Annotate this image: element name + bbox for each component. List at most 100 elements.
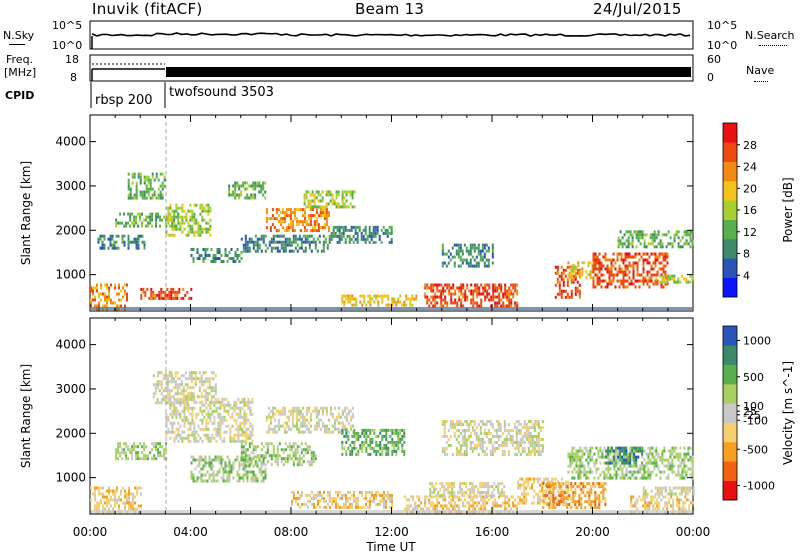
freq-unit-label: [MHz] <box>4 66 37 79</box>
nsearch-legend-line <box>759 45 787 46</box>
colorbar-segment <box>723 345 737 365</box>
colorbar-segment <box>723 326 737 346</box>
colorbar-tick-label: 24 <box>743 161 757 174</box>
colorbar-tick-label: -1000 <box>743 480 775 493</box>
cpid-program-1: rbsp 200 <box>95 93 153 108</box>
colorbar-segment <box>723 219 737 240</box>
freq-trace-twofsound <box>166 67 691 77</box>
data-patch-11 <box>328 225 393 244</box>
noise-trace <box>91 32 691 37</box>
noise-top-tick: 10^5 <box>52 19 82 32</box>
colorbar-segment <box>723 403 737 423</box>
nsky-label: N.Sky <box>3 29 35 42</box>
time-tick-label: 04:00 <box>173 525 208 539</box>
noise-panel: 10^5 10^0 10^5 10^0 <box>52 19 737 52</box>
colorbar-segment <box>723 200 737 220</box>
time-axis-label: Time UT <box>365 540 416 554</box>
y-axis-label: Slant Range [km] <box>19 161 33 265</box>
data-patch-7 <box>291 490 393 509</box>
y-tick-label: 4000 <box>55 338 86 352</box>
colorbar-segment <box>723 442 737 462</box>
y-tick-label: 3000 <box>55 382 86 396</box>
colorbar-segment <box>723 161 737 182</box>
colorbar-segment <box>723 181 737 201</box>
data-patch-5 <box>240 442 317 467</box>
time-tick-label: 00:00 <box>73 525 108 539</box>
nave-legend-line <box>754 81 768 82</box>
data-patch-10 <box>303 190 356 209</box>
colorbar-tick-label: 1000 <box>743 335 771 348</box>
date-label: 24/Jul/2015 <box>593 0 682 18</box>
colorbar-tick-label: -100 <box>743 414 768 427</box>
y-tick-label: 1000 <box>55 471 86 485</box>
data-patch-2 <box>152 371 217 405</box>
station-title: Inuvik (fitACF) <box>92 0 203 18</box>
velocity-panel: 1000 2000 3000 4000 Slant Range [km] <box>19 317 695 515</box>
data-patch-0 <box>90 486 142 514</box>
colorbar-tick-label: 500 <box>743 371 764 384</box>
data-patch-3 <box>127 172 166 200</box>
time-tick-label: 12:00 <box>374 525 409 539</box>
noise-bottom-tick-right: 10^0 <box>707 39 737 52</box>
colorbar-segment <box>723 258 737 278</box>
y-tick-label: 4000 <box>55 135 86 149</box>
freq-top-tick: 18 <box>65 53 79 66</box>
y-axis-label: Slant Range [km] <box>19 364 33 468</box>
colorbar-tick-label: 100 <box>743 400 764 413</box>
data-patch-15 <box>605 446 644 465</box>
data-patch-8 <box>341 428 406 456</box>
colorbar-segment <box>723 480 737 501</box>
cpid-label: CPID <box>5 89 35 102</box>
cpid-panel: rbsp 200 twofsound 3503 <box>90 82 274 108</box>
colorbar-frame <box>722 325 738 501</box>
colorbar-segment <box>723 239 737 259</box>
data-patch-13 <box>542 482 607 510</box>
data-patch-3 <box>165 397 254 443</box>
data-patch-14 <box>441 243 494 268</box>
data-patch-17 <box>592 252 669 289</box>
cpid-program-2: twofsound 3503 <box>169 85 274 100</box>
colorbar-segment <box>723 422 737 443</box>
data-patch-1 <box>97 234 146 250</box>
colorbar-segment <box>723 384 737 404</box>
y-tick-label: 2000 <box>55 426 86 440</box>
power-colorbar: 4 8 12 16 20 24 28 Power [dB] <box>722 122 795 298</box>
data-patch-17 <box>642 486 695 496</box>
data-patch-1 <box>115 442 168 461</box>
colorbar-tick-label: 4 <box>743 269 750 282</box>
data-patch-19 <box>655 274 694 284</box>
beam-label: Beam 13 <box>355 0 425 18</box>
freq-label: Freq. <box>6 53 34 66</box>
data-patch-4 <box>140 287 193 300</box>
time-tick-label: 20:00 <box>575 525 610 539</box>
data-patch-6 <box>190 248 243 263</box>
time-tick-label: 08:00 <box>274 525 309 539</box>
noise-top-tick-right: 10^5 <box>707 19 737 32</box>
y-tick-label: 2000 <box>55 223 86 237</box>
colorbar-tick-label: -25 <box>743 409 761 422</box>
y-tick-label: 1000 <box>55 268 86 282</box>
nsky-legend-line <box>9 44 25 45</box>
data-patch-11 <box>441 420 544 456</box>
data-patch-8 <box>240 234 329 253</box>
frequency-panel: 18 8 60 0 <box>65 53 721 84</box>
data-patch-4 <box>190 455 267 483</box>
colorbar-label: Velocity [m s^-1] <box>781 361 795 465</box>
y-tick-label: 3000 <box>55 179 86 193</box>
colorbar-segment <box>723 364 737 385</box>
freq-bottom-tick: 8 <box>70 71 77 84</box>
data-patch-9 <box>265 208 330 233</box>
noise-bottom-tick: 10^0 <box>52 39 82 52</box>
nave-label: Nave <box>746 64 775 77</box>
data-patch-10 <box>429 482 506 498</box>
time-axis: 00:00 04:00 08:00 12:00 16:00 20:00 00:00 <box>73 525 711 539</box>
colorbar-tick-label: 8 <box>743 248 750 261</box>
colorbar-segment <box>723 123 737 143</box>
data-patch-18 <box>617 230 694 249</box>
data-patch-13 <box>424 283 519 308</box>
colorbar-tick-label: -500 <box>743 443 768 456</box>
data-patch-5 <box>165 203 212 237</box>
power-panel: 1000 2000 3000 4000 Slant Range [km] <box>19 114 694 312</box>
